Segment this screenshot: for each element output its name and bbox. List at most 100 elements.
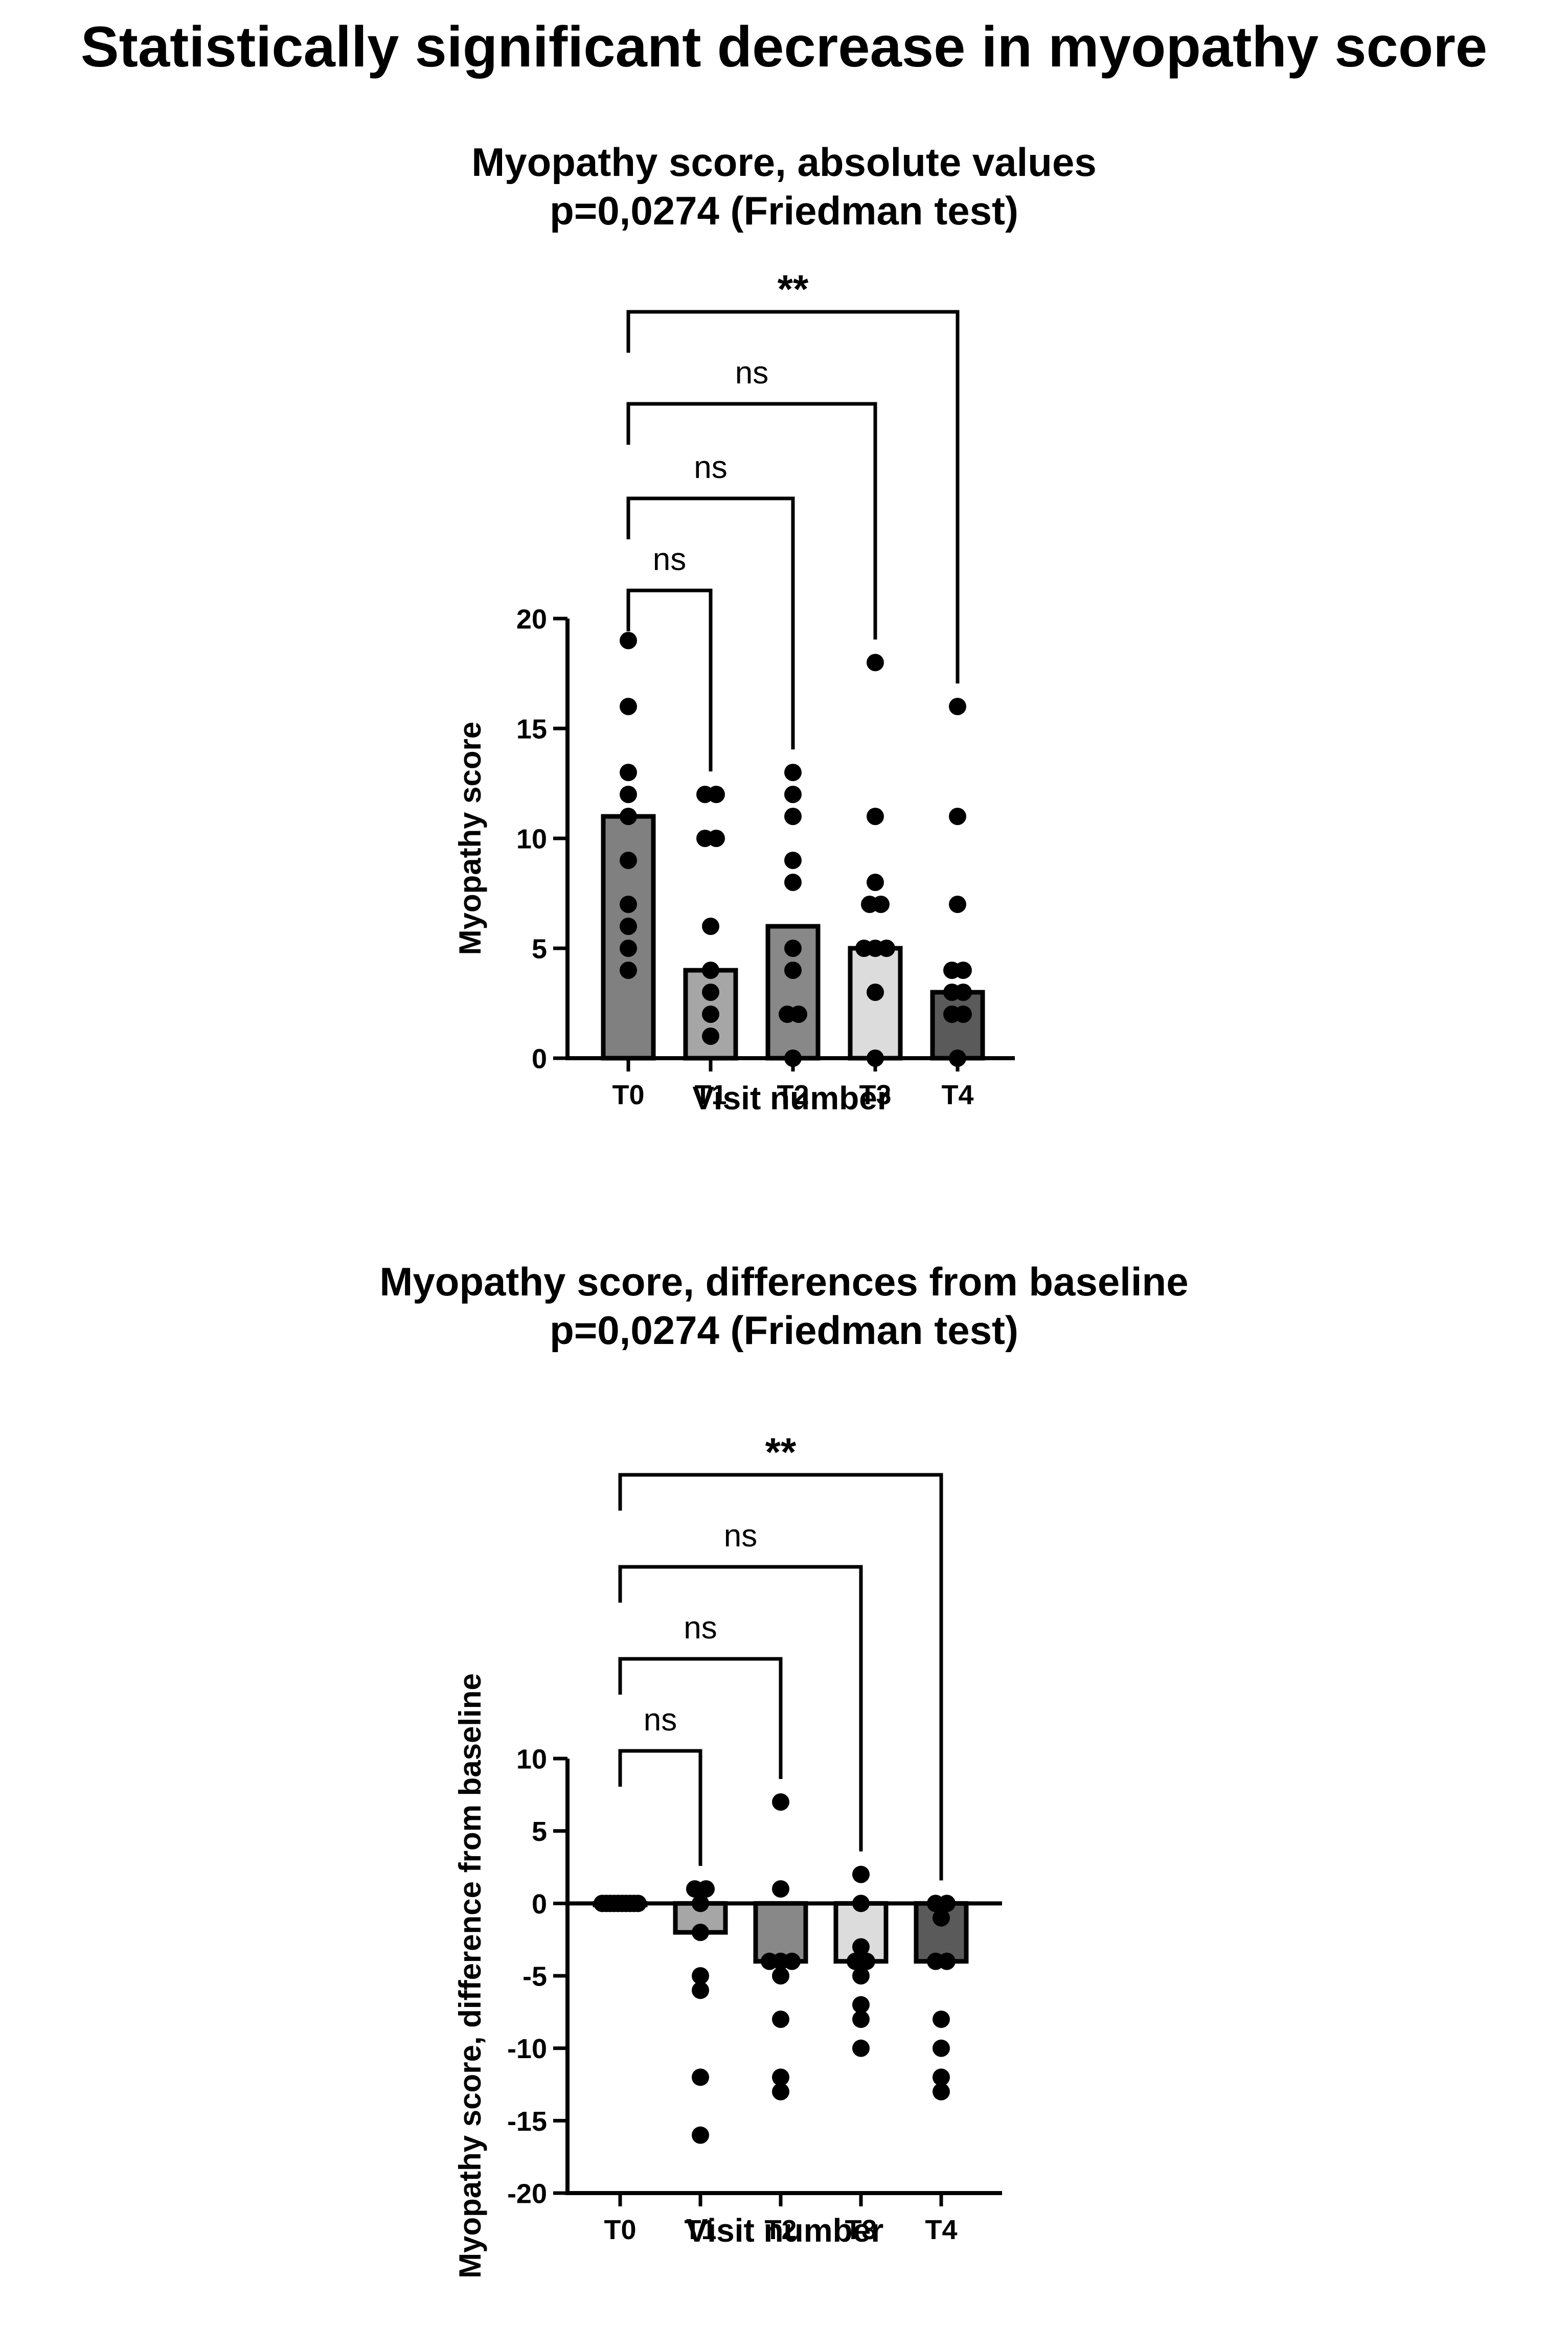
data-point-t4 [933, 2083, 950, 2101]
comparison-label: ns [724, 1518, 757, 1554]
data-point-t1 [697, 1880, 715, 1898]
data-point-t2 [784, 764, 802, 781]
comparison-label: ns [694, 450, 727, 485]
data-point-t1 [708, 786, 725, 803]
data-point-t0 [620, 786, 637, 803]
y-axis-title: Myopathy score [453, 722, 487, 955]
comparison-bracket [618, 1749, 702, 1866]
comparison-bracket [626, 402, 877, 640]
x-tick-label: T1 [684, 2215, 716, 2245]
y-tick-label: 0 [532, 1043, 547, 1074]
y-tick-label: 15 [516, 714, 547, 744]
data-point-t0 [620, 962, 637, 979]
comparison-bracket [618, 1657, 783, 1779]
bar-t3 [833, 1901, 889, 1964]
y-tick-label: -15 [507, 2106, 547, 2137]
data-point-t4 [949, 896, 966, 913]
data-point-t0 [620, 632, 637, 649]
data-point-t1 [702, 918, 719, 935]
data-point-t3 [878, 940, 895, 957]
data-point-t1 [692, 2126, 709, 2144]
data-point-t4 [955, 984, 972, 1001]
data-point-t0 [620, 940, 637, 957]
data-point-t3 [852, 1865, 870, 1883]
y-tick-label: -10 [507, 2034, 547, 2064]
x-tick-label: T2 [764, 2215, 797, 2245]
data-point-t3 [852, 2039, 870, 2057]
data-point-t2 [783, 1952, 801, 1970]
data-point-t1 [692, 1924, 709, 1941]
bar-t4 [930, 990, 985, 1061]
data-point-t2 [784, 962, 802, 979]
data-point-t3 [852, 1996, 870, 2014]
y-tick-label: -5 [522, 1961, 547, 1992]
data-point-t4 [955, 962, 972, 979]
chart-title-block: Myopathy score, absolute values p=0,0274… [0, 138, 1568, 235]
data-point-t2 [784, 940, 802, 957]
comparison-bracket [626, 588, 713, 771]
data-point-t2 [784, 874, 802, 891]
data-point-t2 [772, 1793, 789, 1811]
data-point-t4 [955, 1006, 972, 1023]
data-point-t4 [933, 2039, 950, 2057]
y-tick-label: 20 [516, 604, 547, 634]
data-point-t3 [872, 896, 890, 913]
comparison-bracket [626, 496, 795, 749]
data-point-t3 [852, 1938, 870, 1956]
data-point-t4 [933, 1909, 950, 1927]
x-axis-title: Visit number [692, 1080, 890, 1116]
chart-title: Myopathy score, absolute values [471, 140, 1097, 185]
x-tick-label: T0 [612, 1080, 644, 1110]
data-point-t0 [620, 918, 637, 935]
chart-subtitle: p=0,0274 (Friedman test) [550, 188, 1018, 234]
comparison-label: ns [644, 1702, 677, 1738]
data-point-t3 [858, 1952, 875, 1970]
x-tick-label: T4 [925, 2215, 957, 2245]
x-tick-label: T3 [845, 2215, 877, 2245]
data-point-t3 [867, 654, 884, 671]
x-tick-label: T2 [777, 1080, 809, 1110]
x-tick-label: T0 [604, 2215, 636, 2245]
data-point-t0 [620, 764, 637, 781]
y-tick-label: 10 [516, 824, 547, 854]
data-point-t2 [784, 786, 802, 803]
data-point-t1 [702, 1006, 719, 1023]
data-point-t1 [692, 1981, 709, 1999]
x-tick-label: T1 [694, 1080, 726, 1110]
y-tick-label: 5 [532, 933, 547, 964]
data-point-t2 [790, 1006, 807, 1023]
data-point-t3 [852, 2011, 870, 2028]
page-title: Statistically significant decrease in my… [80, 15, 1488, 79]
data-point-t3 [867, 808, 884, 825]
data-point-t0 [620, 852, 637, 869]
chart-differences-plot: -20 -15 -10 -5 0 5 10 T0 T1 T2 T3 T4 Visit number Myo… [453, 1429, 1002, 2278]
data-point-t4 [949, 808, 966, 825]
chart-absolute-values: Myopathy score, absolute values p=0,0274… [0, 128, 1568, 1201]
data-point-t4 [949, 698, 966, 715]
data-point-t3 [852, 1967, 870, 1985]
chart-differences-from-baseline: Myopathy score, differences from baselin… [0, 1258, 1568, 2326]
comparison-label: ns [653, 542, 686, 577]
y-tick-label: 10 [516, 1744, 547, 1774]
data-point-t0 [620, 698, 637, 715]
comparison-bracket [618, 1473, 943, 1881]
data-point-t2 [772, 2083, 789, 2101]
comparison-label: ** [765, 1429, 797, 1474]
data-point-t2 [784, 808, 802, 825]
data-point-t4 [933, 2068, 950, 2086]
y-tick-label: -20 [507, 2178, 547, 2209]
data-point-t1 [702, 1028, 719, 1045]
data-point-t1 [692, 2068, 709, 2086]
data-point-t1 [702, 962, 719, 979]
comparison-label: ns [735, 355, 768, 391]
data-point-t3 [867, 984, 884, 1001]
data-point-t2 [772, 1880, 789, 1898]
data-point-t1 [692, 1967, 709, 1985]
chart-subtitle: p=0,0274 (Friedman test) [550, 1308, 1018, 1353]
chart-title: Myopathy score, differences from baselin… [379, 1259, 1189, 1304]
bar-t3 [848, 946, 903, 1061]
data-point-t1 [702, 984, 719, 1001]
y-axis-title: Myopathy score, difference from baseline [453, 1673, 487, 2278]
comparison-label: ns [684, 1610, 717, 1646]
data-point-t3 [867, 874, 884, 891]
